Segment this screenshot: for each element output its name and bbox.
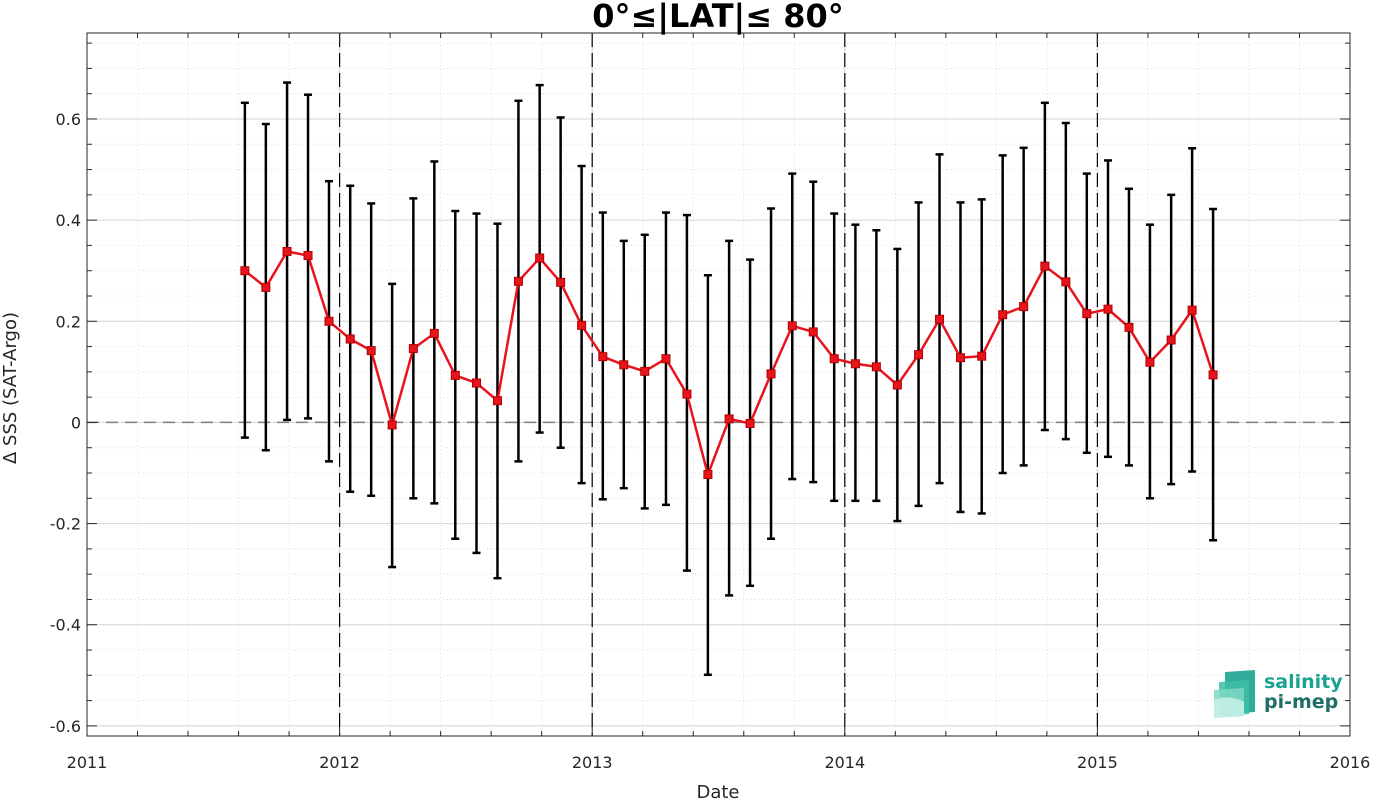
data-point: [429, 328, 439, 338]
data-point: [366, 346, 376, 356]
data-point: [1040, 261, 1050, 271]
y-tick-label: 0.4: [56, 211, 81, 230]
data-point: [492, 396, 502, 406]
y-tick-label: -0.4: [50, 616, 81, 635]
data-point: [535, 253, 545, 263]
data-point: [619, 360, 629, 370]
year-boundary-lines: [339, 33, 1099, 736]
data-point: [387, 420, 397, 430]
data-point: [787, 321, 797, 331]
data-point: [977, 351, 987, 361]
data-point: [1208, 370, 1218, 380]
tick-labels: 2011 2012 2013 2014 2015 2016 -0.6 -0.4 -0.2 0 0.2…: [50, 110, 1371, 772]
y-tick-label: -0.2: [50, 515, 81, 534]
x-tick-label: 2012: [319, 753, 360, 772]
data-point: [1166, 335, 1176, 345]
data-point: [935, 314, 945, 324]
data-point: [1124, 322, 1134, 332]
x-tick-label: 2015: [1077, 753, 1118, 772]
chart-title: 0°≤|LAT|≤ 80°: [592, 0, 843, 36]
data-point: [303, 251, 313, 261]
plot-frame: [86, 32, 1351, 737]
x-tick-label: 2014: [824, 753, 865, 772]
data-point: [892, 380, 902, 390]
data-point: [1061, 277, 1071, 287]
data-point: [745, 418, 755, 428]
x-tick-label: 2011: [67, 753, 108, 772]
data-point: [324, 316, 334, 326]
salinity-pi-mep-logo: salinity pi-mep: [1214, 670, 1343, 718]
logo-text-salinity: salinity: [1264, 671, 1343, 693]
data-point: [240, 266, 250, 276]
wave-icon: [1214, 670, 1255, 718]
data-point: [282, 246, 292, 256]
y-tick-label: 0.6: [56, 110, 81, 129]
data-point: [955, 353, 965, 363]
data-point: [850, 359, 860, 369]
series-markers: [240, 246, 1218, 480]
data-point: [724, 414, 734, 424]
y-tick-label: 0: [71, 413, 81, 432]
data-point: [1082, 309, 1092, 319]
data-point: [682, 389, 692, 399]
data-point: [450, 370, 460, 380]
data-point: [914, 350, 924, 360]
data-point: [1145, 357, 1155, 367]
logo-text-pi-mep: pi-mep: [1264, 691, 1338, 713]
data-point: [661, 354, 671, 364]
y-tick-label: 0.2: [56, 312, 81, 331]
data-point: [577, 320, 587, 330]
data-point: [1019, 302, 1029, 312]
data-point: [261, 282, 271, 292]
data-point: [1187, 305, 1197, 315]
x-tick-label: 2016: [1330, 753, 1371, 772]
data-point: [808, 327, 818, 337]
data-point: [703, 470, 713, 480]
data-point: [472, 378, 482, 388]
data-point: [640, 366, 650, 376]
x-axis-label: Date: [696, 782, 739, 801]
data-point: [598, 352, 608, 362]
data-point: [345, 334, 355, 344]
data-point: [1103, 304, 1113, 314]
data-point: [556, 277, 566, 287]
data-point: [766, 369, 776, 379]
x-tick-label: 2013: [572, 753, 613, 772]
data-point: [829, 354, 839, 364]
data-point: [998, 310, 1008, 320]
y-tick-label: -0.6: [50, 717, 81, 736]
data-point: [408, 344, 418, 354]
y-axis-label: Δ SSS (SAT-Argo): [0, 312, 21, 464]
data-point: [513, 276, 523, 286]
data-point: [871, 362, 881, 372]
axes: [86, 32, 1351, 737]
